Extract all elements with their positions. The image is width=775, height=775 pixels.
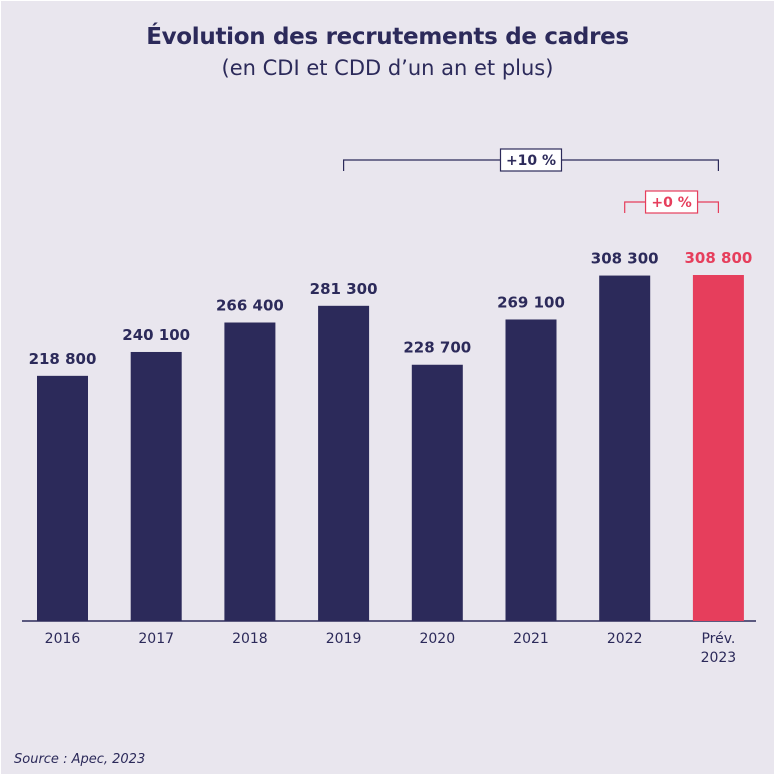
category-label: 2021 (513, 631, 549, 647)
bar-2022 (599, 275, 651, 621)
category-label: 2023 (701, 650, 737, 666)
category-label: 2019 (326, 631, 362, 647)
value-label: 269 100 (497, 293, 565, 311)
category-label: 2022 (607, 631, 643, 647)
bar-2020 (411, 364, 463, 621)
chart-title: Évolution des recrutements de cadres (146, 24, 629, 50)
value-label: 266 400 (216, 297, 284, 315)
bar-2019 (318, 305, 370, 621)
bar-2016 (37, 375, 88, 621)
annotation-label: +0 % (651, 195, 691, 211)
value-label: 228 700 (403, 339, 471, 357)
value-label: 281 300 (310, 280, 378, 298)
bar-2018 (224, 322, 276, 621)
category-label: 2020 (419, 631, 455, 647)
annotation-label: +10 % (506, 153, 556, 169)
value-label: 240 100 (122, 326, 190, 344)
value-label: 308 800 (684, 249, 752, 267)
growth-annotation: +0 % (624, 190, 719, 214)
annotation-box (499, 148, 563, 172)
value-label: 308 300 (591, 250, 659, 268)
annotation-box (644, 190, 699, 214)
category-label: 2016 (45, 631, 81, 647)
source-note: Source : Apec, 2023 (14, 752, 146, 767)
value-label: 218 800 (29, 350, 97, 368)
category-label: 2018 (232, 631, 268, 647)
chart-subtitle: (en CDI et CDD d’un an et plus) (221, 56, 554, 80)
category-label: Prév. (701, 631, 735, 647)
growth-annotation: +10 % (343, 148, 719, 172)
bar-2021 (505, 319, 557, 621)
bar-2017 (130, 351, 182, 621)
bar-pr-v-2023 (692, 275, 744, 621)
category-label: 2017 (138, 631, 174, 647)
